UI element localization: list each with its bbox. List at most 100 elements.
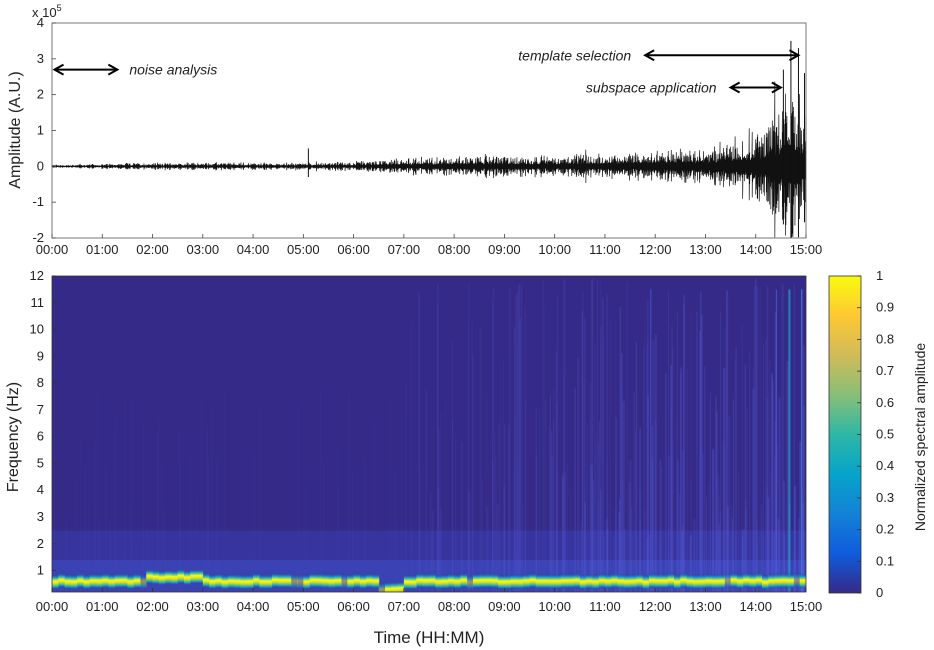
band-segment [89,573,97,590]
double-arrow [643,49,801,62]
spectral-streak [776,443,779,592]
spectral-streak [772,380,774,592]
spectrogram-x-tick-label: 00:00 [36,599,69,614]
band-segment [378,581,386,592]
band-segment [202,572,210,589]
spectrogram-x-tick-label: 15:00 [790,599,823,614]
spectral-streak [551,455,553,592]
band-segment [429,572,436,589]
spectral-streak [683,303,685,592]
band-segment [77,572,84,589]
spectral-streak [113,434,115,592]
spectral-streak [690,534,692,592]
spectral-streak [400,418,402,592]
colorbar-tick-label: 0.2 [876,522,894,537]
spectral-streak [619,306,622,592]
band-segment [498,574,505,591]
spectral-streak [726,290,729,592]
band-segment [366,572,373,589]
spectral-streak [734,358,736,592]
spectrogram-y-tick-label: 11 [31,295,45,310]
spectral-streak [440,508,442,592]
band-segment [253,572,260,589]
spectral-streak [788,289,791,592]
band-segment [246,573,254,590]
annotation-subspace-application: subspace application [586,80,717,96]
spectral-streak [393,468,395,592]
spectral-streak [524,306,526,592]
band-segment [743,572,750,589]
spectral-streak [606,294,608,592]
spectral-streak [574,492,576,592]
spectral-streak [65,519,67,592]
band-segment [479,572,487,589]
spectrogram-x-tick-label: 11:00 [589,599,621,614]
waveform-y-axis-label: Amplitude (A.U.) [7,71,24,188]
band-segment [680,572,688,589]
spectral-streak [680,367,683,592]
spectral-streak [774,456,776,592]
band-segment [265,573,273,590]
spectral-streak [635,341,638,592]
spectrogram-x-tick-label: 12:00 [639,599,672,614]
waveform-y-tick-label: -1 [32,194,44,209]
band-segment [322,572,329,589]
spectral-streak [715,475,718,592]
spectral-streak [681,532,684,592]
spectral-streak [494,433,496,592]
spectral-streak [701,453,704,592]
waveform-x-tick-label: 02:00 [136,242,169,257]
spectral-streak [602,534,605,592]
band-segment [278,572,285,589]
band-segment [573,572,581,589]
spectrogram-y-tick-label: 3 [37,509,44,524]
spectral-streak [715,396,718,592]
spectral-streak [410,323,412,592]
spectral-streak [364,459,366,592]
double-arrow [728,81,783,94]
spectral-streak [431,510,434,592]
dominant-frequency-band [52,568,806,592]
spectral-streak [395,475,397,592]
spectral-streak [651,459,654,592]
spectral-streak [495,455,497,592]
spectral-streak [502,359,505,592]
spectral-streak [207,459,209,592]
spectral-streak [189,455,191,592]
spectral-streak [671,326,673,592]
spectral-streak [549,395,552,592]
spectral-streak [643,321,645,592]
spectral-streak [726,506,729,592]
spectral-streak [486,506,489,592]
spectral-streak [253,450,255,592]
spectral-streak [728,415,731,592]
band-segment [441,573,449,590]
spectral-streak [124,395,126,592]
band-segment [435,573,443,590]
spectral-streak [646,300,649,592]
waveform-trace [52,40,806,238]
band-segment [548,573,556,590]
band-segment [711,573,719,590]
spectral-streak [755,285,758,592]
spectral-streak [492,287,495,592]
spectrogram-x-tick-label: 06:00 [337,599,370,614]
colorbar-label: Normalized spectral amplitude [912,343,928,532]
spectral-streak [163,508,165,592]
spectrogram-panel: 00:00 01:00 02:00 03:00 04:00 05:00 06:00 07:00… [5,268,822,647]
spectral-streak [498,423,501,592]
spectral-streak [88,503,90,592]
spectral-streak [675,418,677,592]
waveform-x-tick-label: 06:00 [337,242,370,257]
band-segment [102,572,110,589]
spectral-streak [735,348,737,592]
spectral-streak [589,419,592,592]
double-arrow [52,63,120,76]
band-segment [510,573,518,590]
spectrogram-y-axis-label: Frequency (Hz) [5,382,22,492]
spectral-streak [156,431,158,592]
band-segment [755,572,763,589]
spectral-streak [709,392,711,592]
spectral-streak [566,463,569,592]
band-segment [799,572,806,589]
